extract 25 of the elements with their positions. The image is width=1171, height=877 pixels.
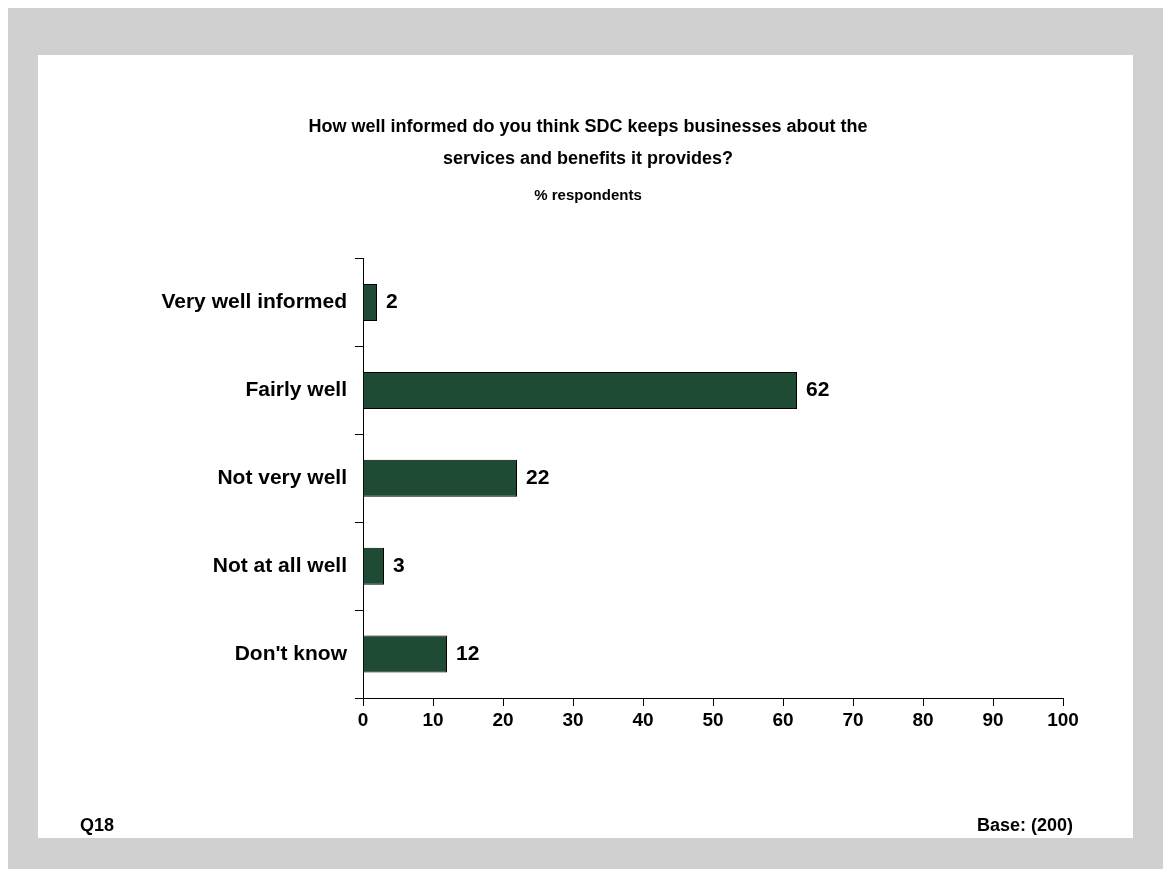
text: Base: (200) xyxy=(976,815,1073,836)
x-tick-label: 100 xyxy=(1047,708,1079,730)
data-label: 3 xyxy=(393,552,405,576)
x-tick-label: 80 xyxy=(912,708,934,730)
x-tick-label: 10 xyxy=(422,708,444,730)
y-tick-label: Not very well xyxy=(217,465,347,489)
chart-subtitle: % respondents xyxy=(533,186,643,203)
x-tick-label: 20 xyxy=(492,708,514,730)
data-label: 22 xyxy=(526,465,550,489)
x-tick-label: 0 xyxy=(357,708,369,730)
x-tick-label: 40 xyxy=(632,708,654,730)
y-tick-label: Fairly well xyxy=(245,377,347,401)
x-tick-label: 70 xyxy=(842,708,864,730)
x-tick-label: 90 xyxy=(982,708,1004,730)
data-label: 12 xyxy=(456,640,480,664)
data-label: 2 xyxy=(386,289,398,313)
data-label: 62 xyxy=(806,377,830,401)
x-tick-label: 30 xyxy=(562,708,584,730)
y-tick-label: Don't know xyxy=(234,640,348,664)
text: Q18 xyxy=(80,815,115,836)
y-tick-label: Not at all well xyxy=(212,552,347,576)
x-tick-label: 50 xyxy=(702,708,724,730)
chart-title: How well informed do you think SDC keeps businesses about the services and benefits it provides? xyxy=(308,115,868,170)
y-tick-label: Very well informed xyxy=(161,289,347,313)
x-tick-label: 60 xyxy=(772,708,794,730)
